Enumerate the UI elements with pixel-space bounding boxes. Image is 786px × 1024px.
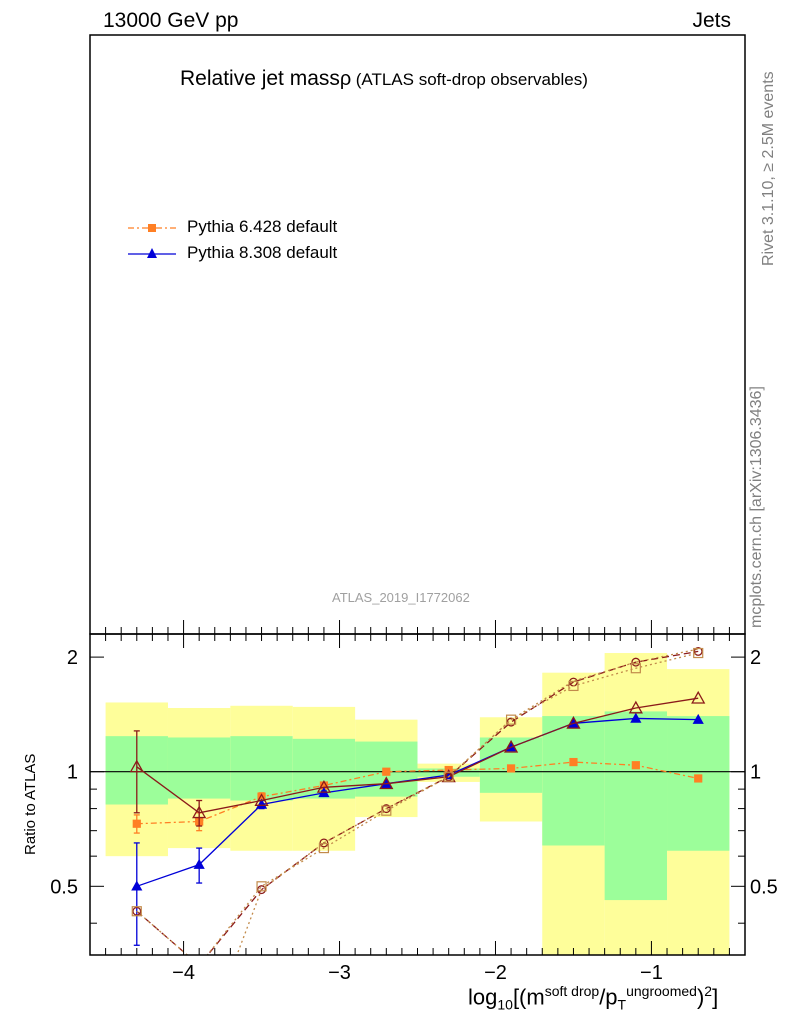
data-point [693, 646, 703, 656]
data-point [131, 880, 143, 891]
series-lines [129, 646, 706, 970]
data-point [694, 774, 703, 783]
data-point [692, 713, 704, 724]
series-line [136, 697, 699, 814]
y-tick-label-left: 2 [67, 647, 78, 669]
y-tick-label-right: 1 [750, 762, 761, 784]
data-point [254, 793, 269, 806]
x-tick-label: −1 [640, 962, 663, 984]
data-point [255, 798, 268, 809]
data-point [503, 739, 519, 753]
analysis-watermark: ATLAS_2019_I1772062 [332, 590, 470, 605]
ratio-frame: −4 −3 −2 −1 0.5 0.5 1 1 2 2 [50, 633, 778, 984]
data-point [691, 690, 706, 704]
series-line [236, 648, 699, 955]
data-point [444, 772, 454, 782]
data-point [382, 767, 391, 776]
x-tick-label: −4 [172, 962, 195, 984]
data-point [568, 680, 579, 692]
y-tick-label-right: 2 [750, 647, 761, 669]
data-point [381, 804, 391, 814]
y-tick-label-left: 1 [67, 762, 78, 784]
data-point [132, 819, 141, 828]
data-point [505, 714, 517, 725]
plot-title: Relative jet massρ (ATLAS soft-drop obse… [180, 67, 588, 91]
data-point [693, 647, 704, 659]
data-point [316, 779, 332, 793]
data-point [318, 842, 330, 854]
data-point [630, 663, 641, 674]
band-inner [667, 716, 730, 851]
data-point [630, 712, 642, 723]
plot-title-main: Relative jet mass [180, 67, 340, 90]
data-point [506, 717, 516, 727]
band-inner [604, 711, 668, 901]
header-left: 13000 GeV pp [103, 9, 239, 32]
data-point [193, 858, 205, 869]
data-point [379, 776, 394, 790]
plot-title-rho: ρ [339, 68, 352, 90]
data-point [506, 764, 516, 773]
data-point [129, 759, 144, 773]
band-inner [167, 737, 231, 799]
data-point [631, 761, 640, 770]
data-point [192, 805, 207, 819]
legend-markers [128, 224, 176, 258]
series-line [136, 717, 699, 887]
data-point [566, 715, 581, 729]
data-point [443, 771, 454, 782]
data-point [569, 757, 578, 767]
upper-panel-border [89, 34, 746, 635]
legend-marker-pythia6 [148, 224, 156, 232]
data-point [195, 962, 203, 970]
legend-label-pythia6: Pythia 6.428 default [187, 217, 338, 236]
upper-frame [89, 34, 746, 635]
y-tick-label-left: 0.5 [50, 876, 78, 898]
x-tick-label: −3 [328, 962, 351, 984]
legend-marker-pythia8 [147, 248, 157, 258]
data-point [132, 906, 142, 916]
legend-label-pythia8: Pythia 8.308 default [187, 243, 338, 262]
data-point [195, 961, 204, 970]
data-point [319, 838, 329, 848]
x-axis-label: log10[(msoft drop/pTungroomed)2] [468, 983, 719, 1013]
x-tick-label: −2 [484, 962, 507, 984]
band-inner [542, 716, 605, 846]
y-tick-label-right: 0.5 [750, 876, 778, 898]
header-right: Jets [692, 9, 731, 32]
data-point [131, 906, 142, 917]
data-point [257, 885, 267, 895]
plot-title-paren: (ATLAS soft-drop observables) [355, 70, 588, 89]
data-point [631, 657, 641, 667]
data-point [628, 700, 643, 714]
band-inner [230, 736, 293, 801]
